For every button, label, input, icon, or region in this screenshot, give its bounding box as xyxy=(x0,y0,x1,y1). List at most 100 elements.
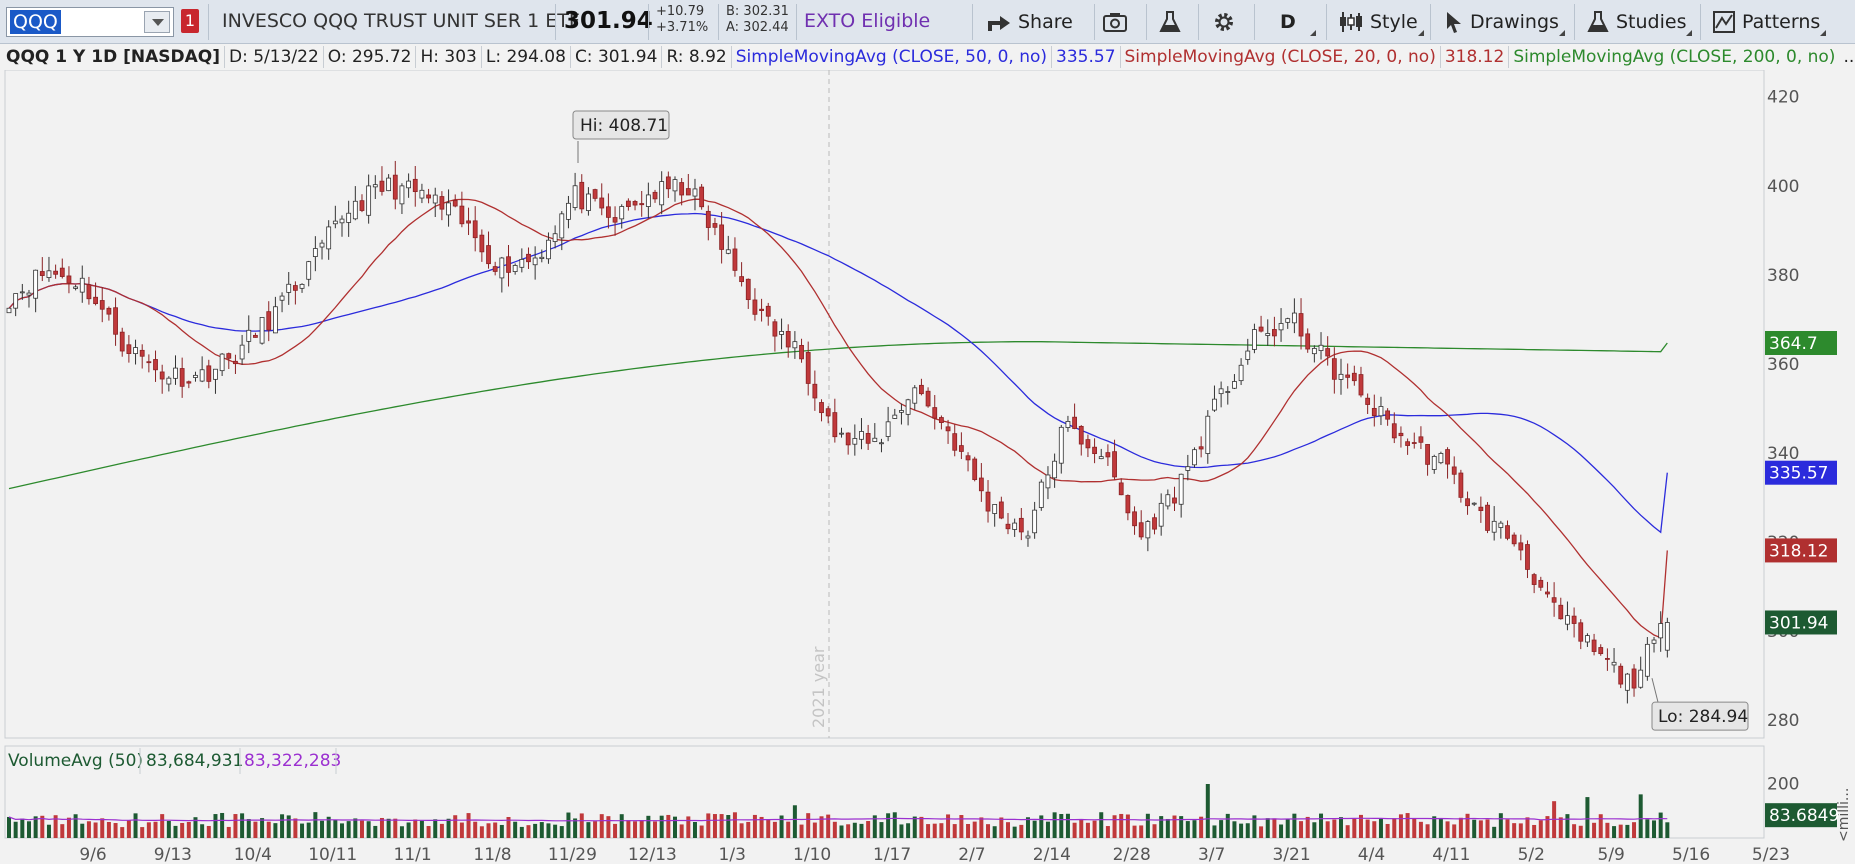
candle-body xyxy=(1132,511,1137,527)
candle-body xyxy=(1078,425,1084,445)
symbol-dropdown-button[interactable] xyxy=(144,11,170,33)
drawings-menu-button[interactable]: Drawings xyxy=(1444,8,1565,36)
candle-body xyxy=(279,295,285,301)
volume-study-label: VolumeAvg (50) xyxy=(8,751,143,771)
candle-body xyxy=(292,285,298,291)
volume-bar xyxy=(386,818,391,838)
volume-bar xyxy=(999,817,1004,838)
bar-range: R: 8.92 xyxy=(662,46,732,68)
patterns-label: Patterns xyxy=(1742,11,1821,33)
gear-icon xyxy=(1215,13,1233,31)
sma200-line xyxy=(8,341,1668,490)
candle-body xyxy=(406,180,411,189)
volume-bar xyxy=(1485,819,1490,838)
share-button[interactable]: Share xyxy=(986,8,1073,36)
candle-body xyxy=(506,256,511,273)
candle-body xyxy=(73,286,78,289)
sma20-study-label[interactable]: SimpleMovingAvg (CLOSE, 20, 0, no) xyxy=(1121,46,1441,68)
chart-area[interactable]: 2021 year VolumeAvg (50) 83,684,931 83,322… xyxy=(0,47,1855,864)
bid-ask: B: 302.31 A: 302.44 xyxy=(726,4,789,36)
volume-bar xyxy=(1665,822,1670,838)
corner-arrow-icon xyxy=(1558,30,1565,36)
volume-bar xyxy=(1592,822,1597,838)
sma50-study-label[interactable]: SimpleMovingAvg (CLOSE, 50, 0, no) xyxy=(732,46,1053,68)
style-menu-button[interactable]: Style xyxy=(1338,8,1424,36)
volume-bar xyxy=(779,815,784,838)
price-chart[interactable]: 2021 year VolumeAvg (50) 83,684,931 83,322… xyxy=(0,47,1855,864)
symbol-input-text[interactable]: QQQ xyxy=(10,10,61,34)
volume-bar xyxy=(1652,820,1657,838)
candle-body xyxy=(1065,421,1071,428)
volume-bar xyxy=(100,818,105,838)
studies-menu-button[interactable]: Studies xyxy=(1586,8,1693,36)
candle-body xyxy=(499,257,505,279)
volume-bar xyxy=(946,814,951,838)
more-studies-ellipsis[interactable]: ... xyxy=(1843,47,1855,67)
candle-body xyxy=(559,213,565,239)
volume-bar xyxy=(1039,815,1044,838)
volume-bar xyxy=(926,824,931,838)
candle-body xyxy=(153,359,158,371)
candle-body xyxy=(1631,668,1637,689)
volume-bar xyxy=(266,821,271,838)
candle-body xyxy=(998,501,1004,519)
volume-bar xyxy=(180,822,185,838)
volume-bar xyxy=(260,818,265,838)
bar-close: C: 301.94 xyxy=(571,46,663,68)
volume-bar xyxy=(393,818,398,838)
volume-bar xyxy=(1398,814,1403,838)
price-tag-sma200 xyxy=(1765,330,1837,355)
volume-bar xyxy=(1512,823,1517,838)
volume-bar xyxy=(320,820,325,838)
volume-bar xyxy=(559,826,564,838)
candle-body xyxy=(339,218,345,224)
candle-body xyxy=(1591,639,1597,652)
volume-bar xyxy=(1065,813,1070,838)
candle-body xyxy=(992,504,998,514)
snapshot-button[interactable] xyxy=(1102,8,1128,36)
volume-bar xyxy=(966,823,971,838)
hi-label-text: Hi: 408.71 xyxy=(580,116,668,136)
volume-bar xyxy=(340,823,344,838)
volume-bar xyxy=(1279,824,1284,838)
volume-bar xyxy=(1465,813,1470,838)
volume-bar xyxy=(459,822,464,838)
volume-bar xyxy=(1092,820,1097,838)
volume-bar xyxy=(1358,814,1363,838)
volume-bar xyxy=(639,820,644,838)
net-change: +10.79 xyxy=(656,4,705,19)
chart-symbol-label: QQQ 1 Y 1D [NASDAQ] xyxy=(0,46,225,68)
studies-lab-button[interactable] xyxy=(1158,8,1182,36)
volume-bar xyxy=(679,824,684,838)
volume-bar xyxy=(1585,797,1590,838)
candle-body xyxy=(66,275,72,284)
candle-body xyxy=(33,269,39,299)
symbol-input[interactable]: QQQ xyxy=(6,7,174,37)
candle-body xyxy=(799,344,804,360)
aggregation-period-button[interactable]: D xyxy=(1280,8,1316,36)
volume-bar xyxy=(1425,824,1430,838)
date-tick-label: 5/9 xyxy=(1598,845,1625,864)
ask-price: A: 302.44 xyxy=(726,20,789,35)
settings-button[interactable] xyxy=(1212,8,1236,36)
symbol-link-badge[interactable]: 1 xyxy=(181,9,199,33)
volume-bar xyxy=(253,821,258,838)
volume-bar xyxy=(1352,818,1357,838)
volume-bar xyxy=(1312,822,1317,838)
drawings-label: Drawings xyxy=(1470,11,1559,33)
candle-body xyxy=(419,189,425,199)
date-tick-label: 2/14 xyxy=(1033,845,1071,864)
volume-bar xyxy=(1432,816,1437,838)
volume-bar xyxy=(486,823,491,838)
candle-body xyxy=(46,270,52,278)
candle-body xyxy=(625,200,631,207)
patterns-menu-button[interactable]: Patterns xyxy=(1712,8,1827,36)
volume-bar xyxy=(832,821,837,838)
candle-body xyxy=(332,220,338,225)
volume-average-line xyxy=(8,816,1668,822)
candle-body xyxy=(1018,517,1024,533)
volume-bar xyxy=(1532,824,1537,838)
volume-bar xyxy=(1458,817,1463,838)
sma200-study-label[interactable]: SimpleMovingAvg (CLOSE, 200, 0, no) xyxy=(1513,47,1836,67)
candle-body xyxy=(106,307,112,315)
